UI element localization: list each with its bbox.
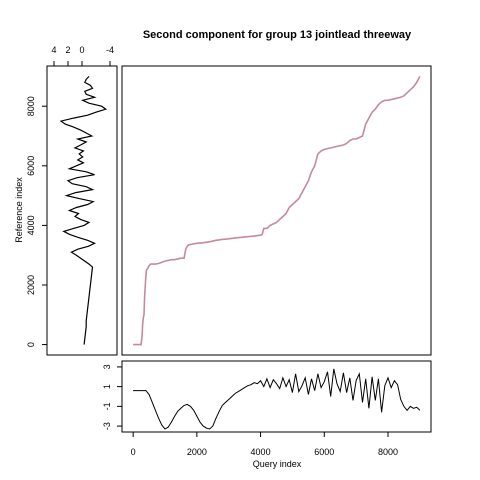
query-y-tick-label: -1	[102, 402, 112, 410]
top-tick-label: 2	[65, 45, 70, 55]
y-tick-label: 0	[26, 342, 36, 347]
x-tick-label: 2000	[187, 447, 207, 457]
query-y-tick-label: 1	[102, 384, 112, 389]
main-plot-frame	[121, 65, 432, 356]
query-signal-right-axis: -3 -1 1 3	[102, 364, 122, 430]
top-tick-label: 0	[79, 45, 84, 55]
y-tick-label: 8000	[26, 96, 36, 116]
reference-signal-top-axis: 4 2 0 -4	[51, 45, 114, 66]
y-axis-label: Reference index	[14, 177, 24, 243]
x-tick-label: 6000	[314, 447, 334, 457]
x-tick-label: 8000	[378, 447, 398, 457]
top-tick-label: -4	[106, 45, 114, 55]
reference-index-axis: 0 2000 4000 6000 8000	[26, 96, 47, 347]
x-tick-label: 4000	[251, 447, 271, 457]
x-tick-label: 0	[131, 447, 136, 457]
query-signal-panel: -3 -1 1 3 0 2000 4000 6000 8000	[102, 360, 432, 457]
main-plot-panel	[121, 65, 432, 356]
query-y-tick-label: -3	[102, 422, 112, 430]
main-warp-path-line	[133, 76, 421, 346]
x-axis-label: Query index	[253, 459, 302, 469]
query-signal-line	[133, 368, 421, 430]
query-signal-frame	[121, 360, 432, 433]
y-tick-label: 2000	[26, 275, 36, 295]
top-tick-label: 4	[51, 45, 56, 55]
y-tick-label: 4000	[26, 215, 36, 235]
query-y-tick-label: 3	[102, 364, 112, 369]
query-index-axis: 0 2000 4000 6000 8000	[131, 432, 398, 457]
chart-title: Second component for group 13 jointlead …	[143, 29, 412, 41]
y-tick-label: 6000	[26, 156, 36, 176]
reference-signal-line	[59, 75, 108, 345]
